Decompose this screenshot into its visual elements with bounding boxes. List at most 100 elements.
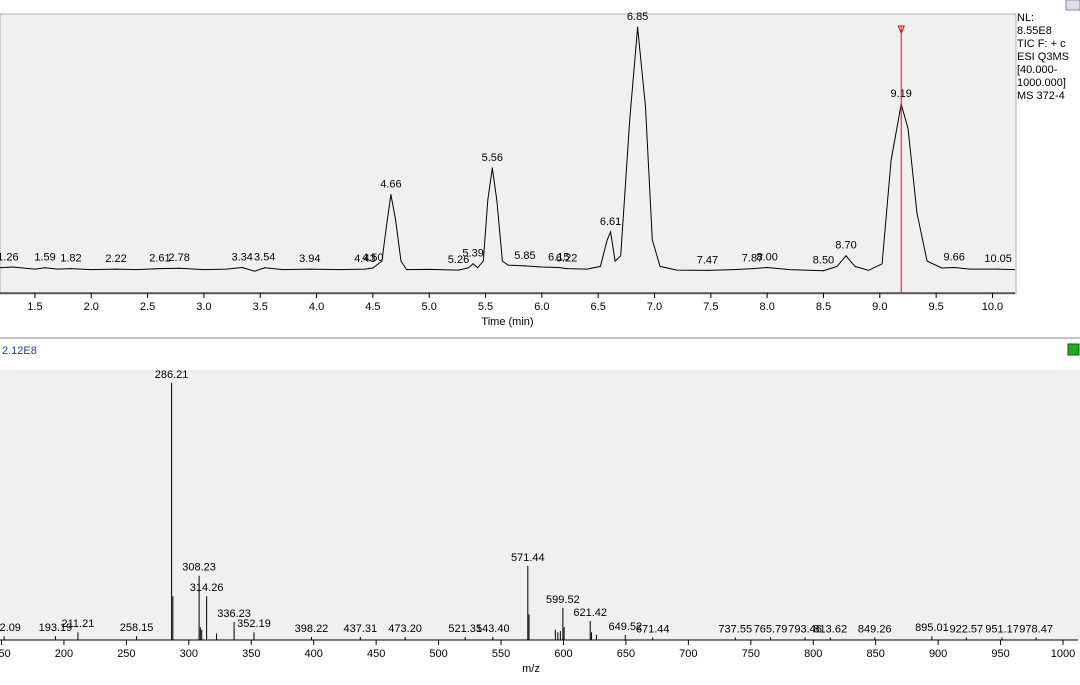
peak-point xyxy=(264,267,266,269)
peak-label: 7.47 xyxy=(697,254,718,266)
peak-label: 211.21 xyxy=(62,618,95,630)
peak-point xyxy=(566,267,568,270)
peak-label: 6.22 xyxy=(556,252,577,264)
peak-label: 3.54 xyxy=(254,252,275,264)
x-tick-label: 500 xyxy=(429,648,447,660)
x-tick-label: 5.5 xyxy=(478,301,493,313)
x-tick-label: 9.5 xyxy=(928,301,943,313)
x-axis-title: Time (min) xyxy=(481,316,533,328)
x-tick-label: 8.5 xyxy=(816,301,831,313)
peak-label: 521.31 xyxy=(448,623,482,635)
x-tick-label: 7.0 xyxy=(647,301,662,313)
x-tick-label: 150 xyxy=(0,648,11,660)
peak-label: 398.22 xyxy=(295,623,329,635)
x-tick-label: 400 xyxy=(305,648,323,660)
info-line: [40.000- xyxy=(1017,64,1058,76)
peak-point xyxy=(706,269,709,272)
trace xyxy=(0,27,1016,272)
info-line: ESI Q3MS xyxy=(1017,51,1069,63)
peak-label: 649.52 xyxy=(608,621,642,633)
peak-label: 6.85 xyxy=(627,11,648,23)
peak-label: 308.23 xyxy=(182,562,216,574)
panel-icon[interactable] xyxy=(1067,343,1080,356)
peak-label: 671.44 xyxy=(636,623,670,635)
peak-label: 437.31 xyxy=(343,623,377,635)
x-tick-label: 800 xyxy=(804,648,822,660)
x-tick-label: 8.0 xyxy=(760,301,775,313)
peak-label: 1.82 xyxy=(60,252,81,264)
x-tick-label: 750 xyxy=(742,648,760,660)
peak-point xyxy=(558,266,560,269)
x-tick-label: 200 xyxy=(55,648,73,660)
peak-label: 152.09 xyxy=(0,622,21,634)
x-tick-label: 1.5 xyxy=(27,301,42,313)
info-line: TIC F: + c xyxy=(1017,38,1066,50)
peak-label: 793.46 xyxy=(788,623,822,635)
peak-point xyxy=(751,267,754,270)
peak-label: 2.78 xyxy=(168,252,189,264)
window-icon[interactable] xyxy=(1065,0,1080,11)
x-tick-label: 300 xyxy=(180,648,198,660)
peak-label: 571.44 xyxy=(511,552,545,564)
peak-label: 599.52 xyxy=(546,594,580,606)
peak-label: 849.26 xyxy=(858,623,892,635)
x-tick-label: 6.5 xyxy=(591,301,606,313)
peak-label: 813.62 xyxy=(813,623,847,635)
peak-label: 737.55 xyxy=(718,623,752,635)
chromatogram-panel xyxy=(0,13,1017,295)
x-tick-label: 5.0 xyxy=(422,301,437,313)
x-tick-label: 1000 xyxy=(1051,648,1075,660)
x-tick-label: 2.5 xyxy=(140,301,155,313)
peak-label: 10.05 xyxy=(984,253,1012,265)
peak-point xyxy=(44,267,46,269)
spectrum-panel xyxy=(0,370,1080,640)
peak-label: 193.19 xyxy=(39,622,73,634)
peak-point xyxy=(822,270,825,272)
info-line: 8.55E8 xyxy=(1017,25,1052,37)
peak-label: 314.26 xyxy=(190,582,224,594)
peak-label: 352.19 xyxy=(237,618,271,630)
peak-label: 765.79 xyxy=(754,623,788,635)
x-tick-label: 700 xyxy=(679,648,697,660)
peak-label: 3.94 xyxy=(299,253,320,265)
peak-label: 922.57 xyxy=(949,623,983,635)
peak-label: 6.15 xyxy=(548,251,569,263)
x-tick-label: 950 xyxy=(991,648,1009,660)
x-tick-label: 450 xyxy=(367,648,385,660)
peak-point xyxy=(609,231,612,233)
x-tick-label: 650 xyxy=(617,648,635,660)
peak-label: 7.87 xyxy=(742,252,763,264)
peak-label: 2.61 xyxy=(149,252,170,264)
x-tick-label: 550 xyxy=(492,648,510,660)
x-tick-label: 3.0 xyxy=(196,301,211,313)
x-tick-label: 250 xyxy=(117,648,135,660)
peak-label: 3.34 xyxy=(231,251,252,263)
x-tick-label: 6.0 xyxy=(534,301,549,313)
peak-label: 9.66 xyxy=(943,251,964,263)
peak-point xyxy=(953,266,955,269)
x-axis-title: m/z xyxy=(522,663,540,675)
peak-label: 5.85 xyxy=(514,250,535,262)
x-tick-label: 850 xyxy=(867,648,885,660)
peak-label: 6.61 xyxy=(600,216,621,228)
peak-label: 2.22 xyxy=(105,253,126,265)
info-line: NL: xyxy=(1017,12,1034,24)
peak-point xyxy=(70,267,72,270)
x-tick-label: 4.5 xyxy=(365,301,380,313)
peak-label: 621.42 xyxy=(573,607,607,619)
peak-label: 5.56 xyxy=(482,152,503,164)
peak-point xyxy=(997,268,999,270)
peak-label: 336.23 xyxy=(217,608,251,620)
peak-label: 4.43 xyxy=(354,253,375,265)
peak-point xyxy=(372,267,374,269)
peak-point xyxy=(309,268,311,270)
peak-point xyxy=(491,167,493,169)
peak-label: 4.66 xyxy=(380,179,401,191)
peak-label: 895.01 xyxy=(915,622,949,634)
peak-label: 258.15 xyxy=(120,622,154,634)
peak-point xyxy=(457,269,460,271)
peak-point xyxy=(524,265,526,267)
x-tick-label: 9.0 xyxy=(872,301,887,313)
peak-label: 8.70 xyxy=(835,240,856,252)
peak-label: 1.59 xyxy=(34,252,55,264)
